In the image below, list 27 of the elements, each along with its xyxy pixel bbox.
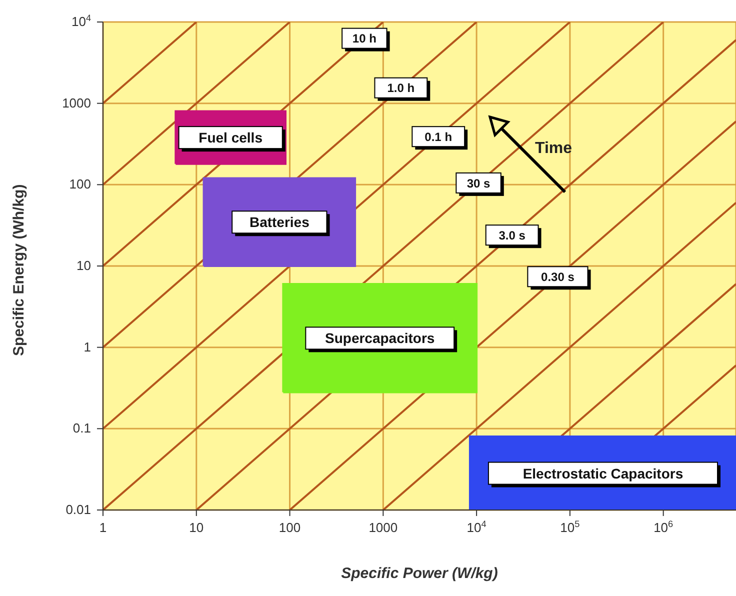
- annotation: 10 h: [352, 32, 376, 46]
- annotation: 30 s: [466, 176, 491, 190]
- x-tick-label: 10$^{6}$: [654, 519, 674, 535]
- annotation: 0.30 s: [541, 270, 575, 284]
- y-axis-title: Specific Energy (Wh/kg): [10, 184, 28, 356]
- x-tick-label: 10$^{5}$: [560, 519, 580, 535]
- y-tick-label: 10: [76, 258, 91, 273]
- series-label: Fuel cells: [198, 130, 263, 146]
- x-tick-label: 100: [278, 520, 301, 535]
- y-tick-label: 1000: [62, 95, 91, 110]
- series-label: Electrostatic Capacitors: [522, 465, 684, 482]
- annotation: 1.0 h: [387, 81, 415, 96]
- annotation: 3.0 s: [498, 228, 526, 242]
- x-tick-label: 10$^{4}$: [466, 519, 486, 535]
- x-tick-label: 10: [189, 520, 204, 535]
- x-tick-label: 1: [99, 520, 107, 535]
- y-tick-label: 10$^{4}$: [71, 13, 91, 29]
- y-tick-label: 100: [69, 176, 91, 192]
- y-tick-label: 1: [84, 339, 91, 354]
- annotation: Time: [535, 140, 572, 157]
- y-tick-label: 0.1: [72, 420, 91, 436]
- annotation: 0.1 h: [424, 130, 452, 144]
- x-tick-label: 1000: [368, 520, 398, 535]
- y-tick-label: 0.01: [66, 502, 91, 517]
- x-axis-title: Specific Power (W/kg): [341, 565, 498, 582]
- series-label: Batteries: [249, 214, 310, 230]
- series-label: Supercapacitors: [325, 330, 435, 346]
